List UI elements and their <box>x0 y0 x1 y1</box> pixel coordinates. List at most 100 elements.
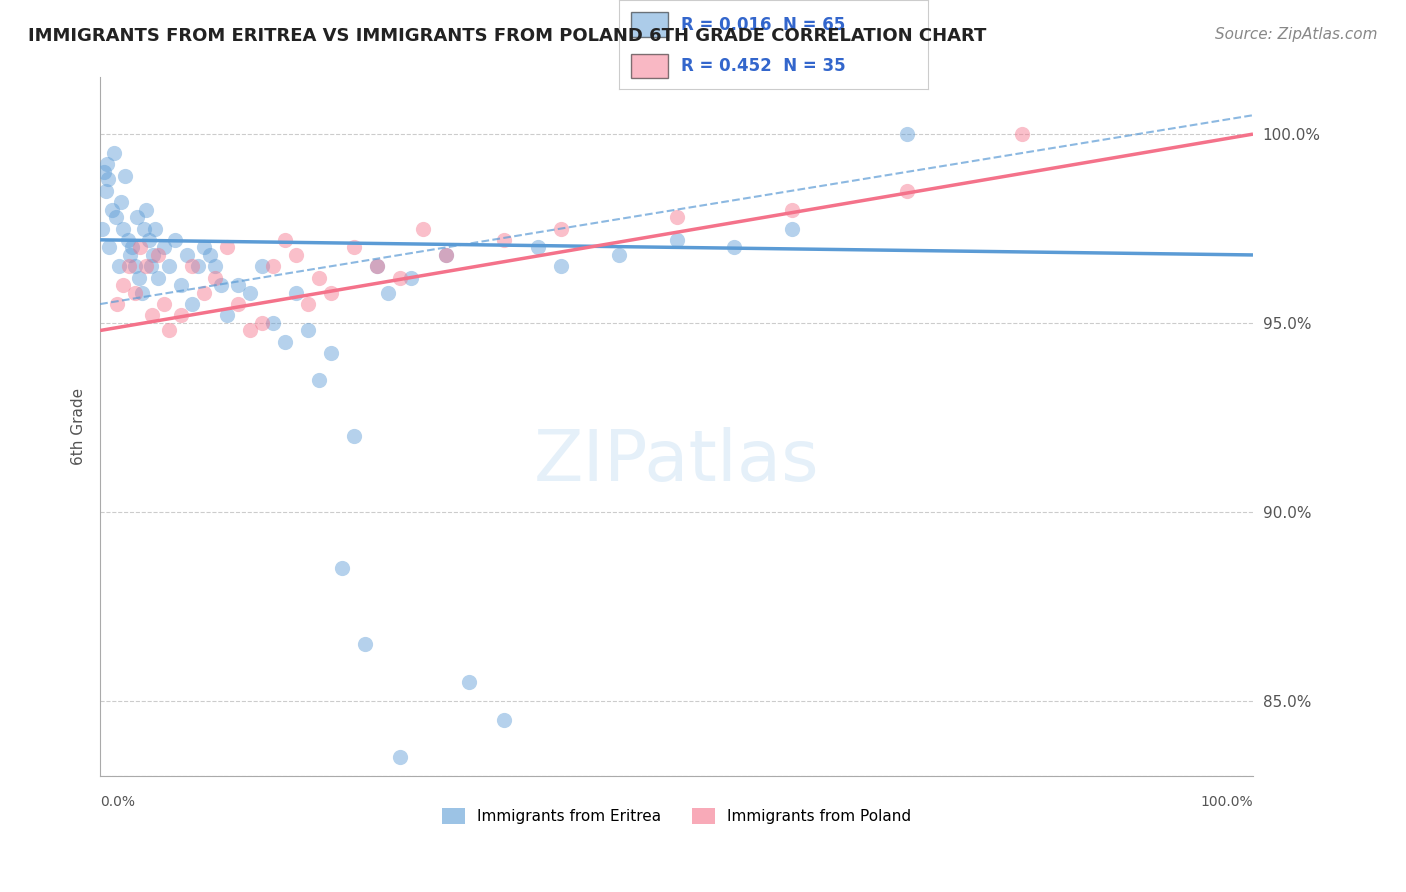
Point <box>723 240 745 254</box>
Point <box>112 221 135 235</box>
Point <box>239 324 262 338</box>
Point <box>527 240 550 254</box>
Point <box>135 202 157 217</box>
Point <box>146 248 169 262</box>
Point <box>103 146 125 161</box>
Point <box>181 297 204 311</box>
Text: Source: ZipAtlas.com: Source: ZipAtlas.com <box>1215 27 1378 42</box>
Point <box>187 260 209 274</box>
Point <box>273 233 295 247</box>
Point <box>96 157 118 171</box>
Point <box>107 297 129 311</box>
Point <box>135 260 157 274</box>
Text: R = 0.452  N = 35: R = 0.452 N = 35 <box>681 57 845 75</box>
Text: IMMIGRANTS FROM ERITREA VS IMMIGRANTS FROM POLAND 6TH GRADE CORRELATION CHART: IMMIGRANTS FROM ERITREA VS IMMIGRANTS FR… <box>28 27 987 45</box>
Point <box>665 210 688 224</box>
Point <box>308 373 330 387</box>
Point <box>434 248 457 262</box>
Point <box>250 316 273 330</box>
Point <box>550 260 572 274</box>
FancyBboxPatch shape <box>631 12 668 37</box>
Point <box>209 278 232 293</box>
Text: 100.0%: 100.0% <box>1201 795 1253 809</box>
Point <box>93 165 115 179</box>
Point <box>114 169 136 183</box>
Point <box>152 297 174 311</box>
Point <box>412 221 434 235</box>
Point <box>273 334 295 349</box>
Point <box>388 750 411 764</box>
Point <box>129 240 152 254</box>
Point <box>262 260 284 274</box>
Point <box>98 240 121 254</box>
Point <box>146 270 169 285</box>
Point <box>434 248 457 262</box>
Point <box>228 297 250 311</box>
Point <box>138 233 160 247</box>
Point <box>152 240 174 254</box>
Point <box>157 324 180 338</box>
Y-axis label: 6th Grade: 6th Grade <box>72 388 86 466</box>
Point <box>193 240 215 254</box>
Text: ZIPatlas: ZIPatlas <box>534 427 820 496</box>
Point <box>204 260 226 274</box>
Point <box>117 233 139 247</box>
Point <box>120 248 142 262</box>
Point <box>118 260 141 274</box>
Point <box>896 127 918 141</box>
Point <box>112 278 135 293</box>
Point <box>124 285 146 300</box>
Point <box>492 233 515 247</box>
Point <box>343 240 366 254</box>
Point <box>354 637 377 651</box>
Point <box>297 297 319 311</box>
Point <box>142 248 165 262</box>
Point <box>139 260 162 274</box>
Point <box>285 248 308 262</box>
Point <box>665 233 688 247</box>
Point <box>198 248 221 262</box>
Point <box>91 221 114 235</box>
Point <box>157 260 180 274</box>
Point <box>228 278 250 293</box>
Point <box>215 240 238 254</box>
Point <box>330 561 353 575</box>
Point <box>343 429 366 443</box>
Point <box>141 309 163 323</box>
Point <box>193 285 215 300</box>
Point <box>170 278 193 293</box>
Point <box>250 260 273 274</box>
Point <box>145 221 167 235</box>
Point <box>107 260 129 274</box>
Point <box>401 270 423 285</box>
Point <box>176 248 198 262</box>
Point <box>181 260 204 274</box>
Point <box>366 260 388 274</box>
Point <box>100 202 122 217</box>
Point <box>105 210 128 224</box>
Point <box>215 309 238 323</box>
Point <box>896 184 918 198</box>
Point <box>319 285 342 300</box>
Point <box>204 270 226 285</box>
Point <box>121 240 143 254</box>
Point <box>170 309 193 323</box>
Point <box>94 184 117 198</box>
Point <box>388 270 411 285</box>
Point <box>110 195 132 210</box>
Point <box>1011 127 1033 141</box>
Point <box>458 674 481 689</box>
Point <box>239 285 262 300</box>
Point <box>97 172 120 186</box>
Point <box>128 270 150 285</box>
Point <box>285 285 308 300</box>
Point <box>297 324 319 338</box>
Point <box>165 233 187 247</box>
Point <box>262 316 284 330</box>
Point <box>366 260 388 274</box>
Point <box>377 285 399 300</box>
Point <box>308 270 330 285</box>
Point <box>319 346 342 360</box>
Point <box>124 260 146 274</box>
Point <box>550 221 572 235</box>
